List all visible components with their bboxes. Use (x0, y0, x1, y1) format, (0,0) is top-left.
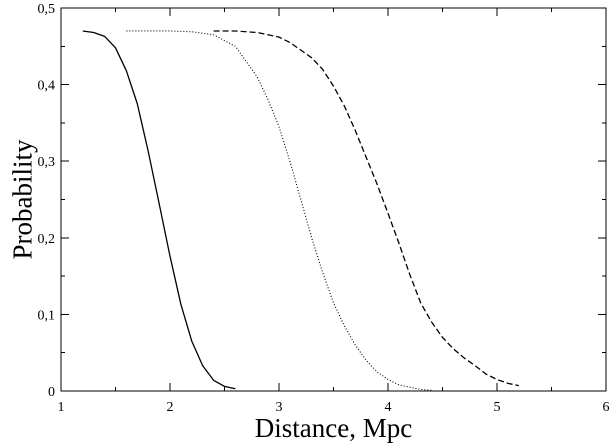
y-tick-label: 0,4 (38, 79, 56, 94)
x-tick-label: 5 (494, 400, 501, 415)
y-axis-ticks: 0 0,1 0,2 0,3 0,4 0,5 (38, 2, 606, 400)
y-axis-title: Probability (7, 139, 37, 259)
x-tick-label: 2 (167, 400, 174, 415)
y-tick-label: 0,5 (38, 2, 56, 17)
x-axis-title: Distance, Mpc (255, 413, 412, 443)
x-tick-label: 3 (276, 400, 283, 415)
plot-frame (60, 7, 607, 392)
series-line-solid (82, 30, 236, 390)
y-tick-label: 0 (48, 385, 55, 400)
y-tick-label: 0,3 (38, 155, 56, 170)
series-line-dashed (213, 30, 519, 387)
series-layer (82, 30, 519, 391)
x-tick-label: 4 (385, 400, 392, 415)
y-tick-label: 0,1 (38, 308, 56, 323)
y-tick-label: 0,2 (38, 232, 56, 247)
x-tick-label: 1 (58, 400, 65, 415)
x-axis-ticks: 1 2 3 4 5 6 (58, 8, 610, 415)
plot-area: 1 2 3 4 5 6 0 0,1 0,2 0,3 0,4 0,5 (38, 2, 610, 415)
x-tick-label: 6 (603, 400, 610, 415)
series-line-dotted (126, 30, 432, 391)
